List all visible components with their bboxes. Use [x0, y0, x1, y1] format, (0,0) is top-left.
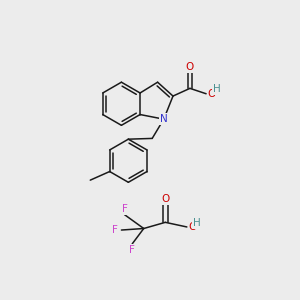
Text: F: F [112, 225, 118, 235]
Text: F: F [129, 245, 135, 255]
Text: H: H [213, 84, 221, 94]
Text: O: O [186, 62, 194, 72]
Text: N: N [160, 114, 168, 124]
Text: O: O [161, 194, 170, 204]
Text: F: F [122, 204, 128, 214]
Text: O: O [188, 222, 197, 232]
Text: O: O [208, 89, 216, 99]
Text: H: H [193, 218, 201, 228]
